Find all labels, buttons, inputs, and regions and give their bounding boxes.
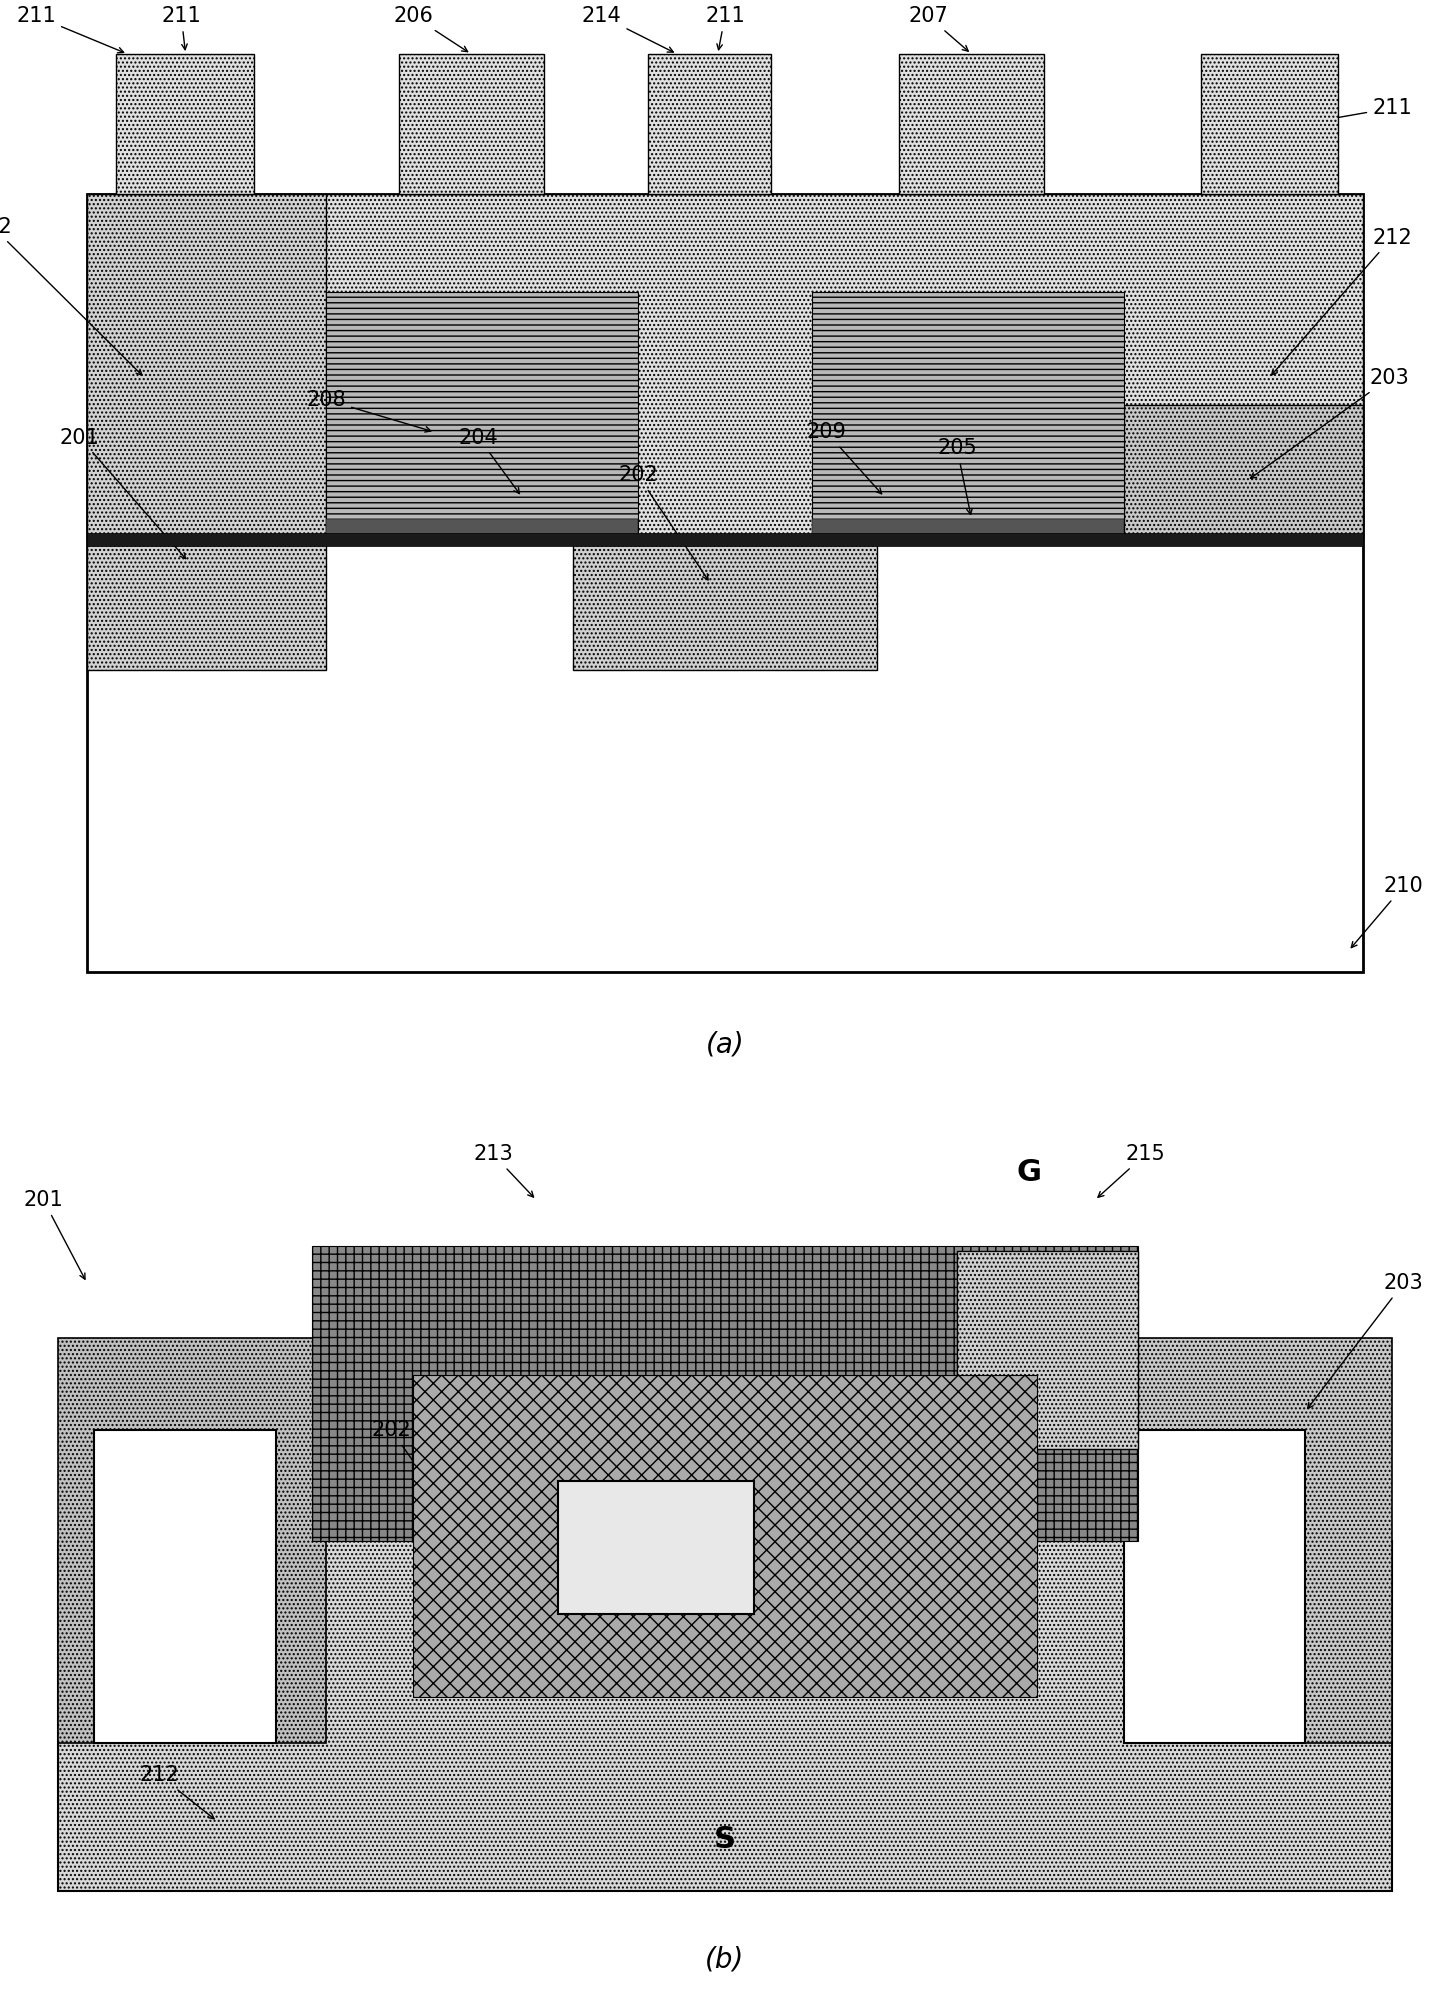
Bar	[326, 518, 638, 540]
Text: 203: 203	[1308, 1273, 1424, 1409]
Text: 201: 201	[23, 1191, 86, 1279]
Text: 203: 203	[1250, 368, 1409, 478]
Bar	[87, 194, 1363, 972]
Text: 206: 206	[393, 6, 467, 52]
Text: 212: 212	[0, 216, 142, 374]
Bar	[899, 54, 1044, 194]
Text: 211: 211	[161, 6, 202, 50]
Text: 208: 208	[306, 390, 431, 432]
Text: 211: 211	[705, 6, 745, 50]
Bar	[558, 1481, 754, 1615]
Bar	[116, 54, 254, 194]
Text: 201: 201	[59, 428, 186, 558]
Text: 204: 204	[458, 428, 519, 494]
Bar	[573, 540, 877, 670]
Text: 213: 213	[473, 1145, 534, 1197]
Text: 210: 210	[1351, 876, 1424, 948]
Text: 215: 215	[1098, 1145, 1166, 1197]
Bar	[648, 54, 771, 194]
Bar	[1124, 404, 1363, 540]
Bar	[399, 54, 544, 194]
Text: S: S	[713, 1825, 737, 1855]
Text: (a): (a)	[706, 1031, 744, 1059]
Text: 214: 214	[581, 6, 673, 52]
Text: 211: 211	[16, 6, 123, 52]
Bar	[957, 1251, 1138, 1449]
Text: 202: 202	[618, 466, 708, 580]
Text: 207: 207	[908, 6, 969, 52]
Text: (b): (b)	[705, 1945, 745, 1973]
Text: 214: 214	[639, 1463, 680, 1555]
Bar	[812, 518, 1124, 540]
Text: 209: 209	[806, 422, 882, 494]
Bar	[87, 532, 1363, 546]
Bar	[58, 1541, 1392, 1891]
Bar	[1201, 54, 1338, 194]
Bar	[1124, 1339, 1392, 1743]
Text: D: D	[687, 1535, 705, 1555]
Bar	[87, 194, 1363, 540]
Bar	[413, 1375, 1037, 1697]
Bar	[87, 194, 326, 670]
Text: 212: 212	[1272, 228, 1412, 374]
Bar	[312, 1247, 1138, 1541]
Bar	[812, 292, 1124, 540]
Text: 205: 205	[937, 438, 977, 514]
Text: G: G	[1016, 1159, 1043, 1187]
Bar	[94, 1431, 276, 1743]
Text: 212: 212	[139, 1765, 215, 1819]
Text: 202: 202	[371, 1421, 447, 1509]
Text: 211: 211	[1273, 98, 1412, 130]
Bar	[1124, 1431, 1305, 1743]
Bar	[326, 292, 638, 540]
Bar	[58, 1339, 326, 1743]
